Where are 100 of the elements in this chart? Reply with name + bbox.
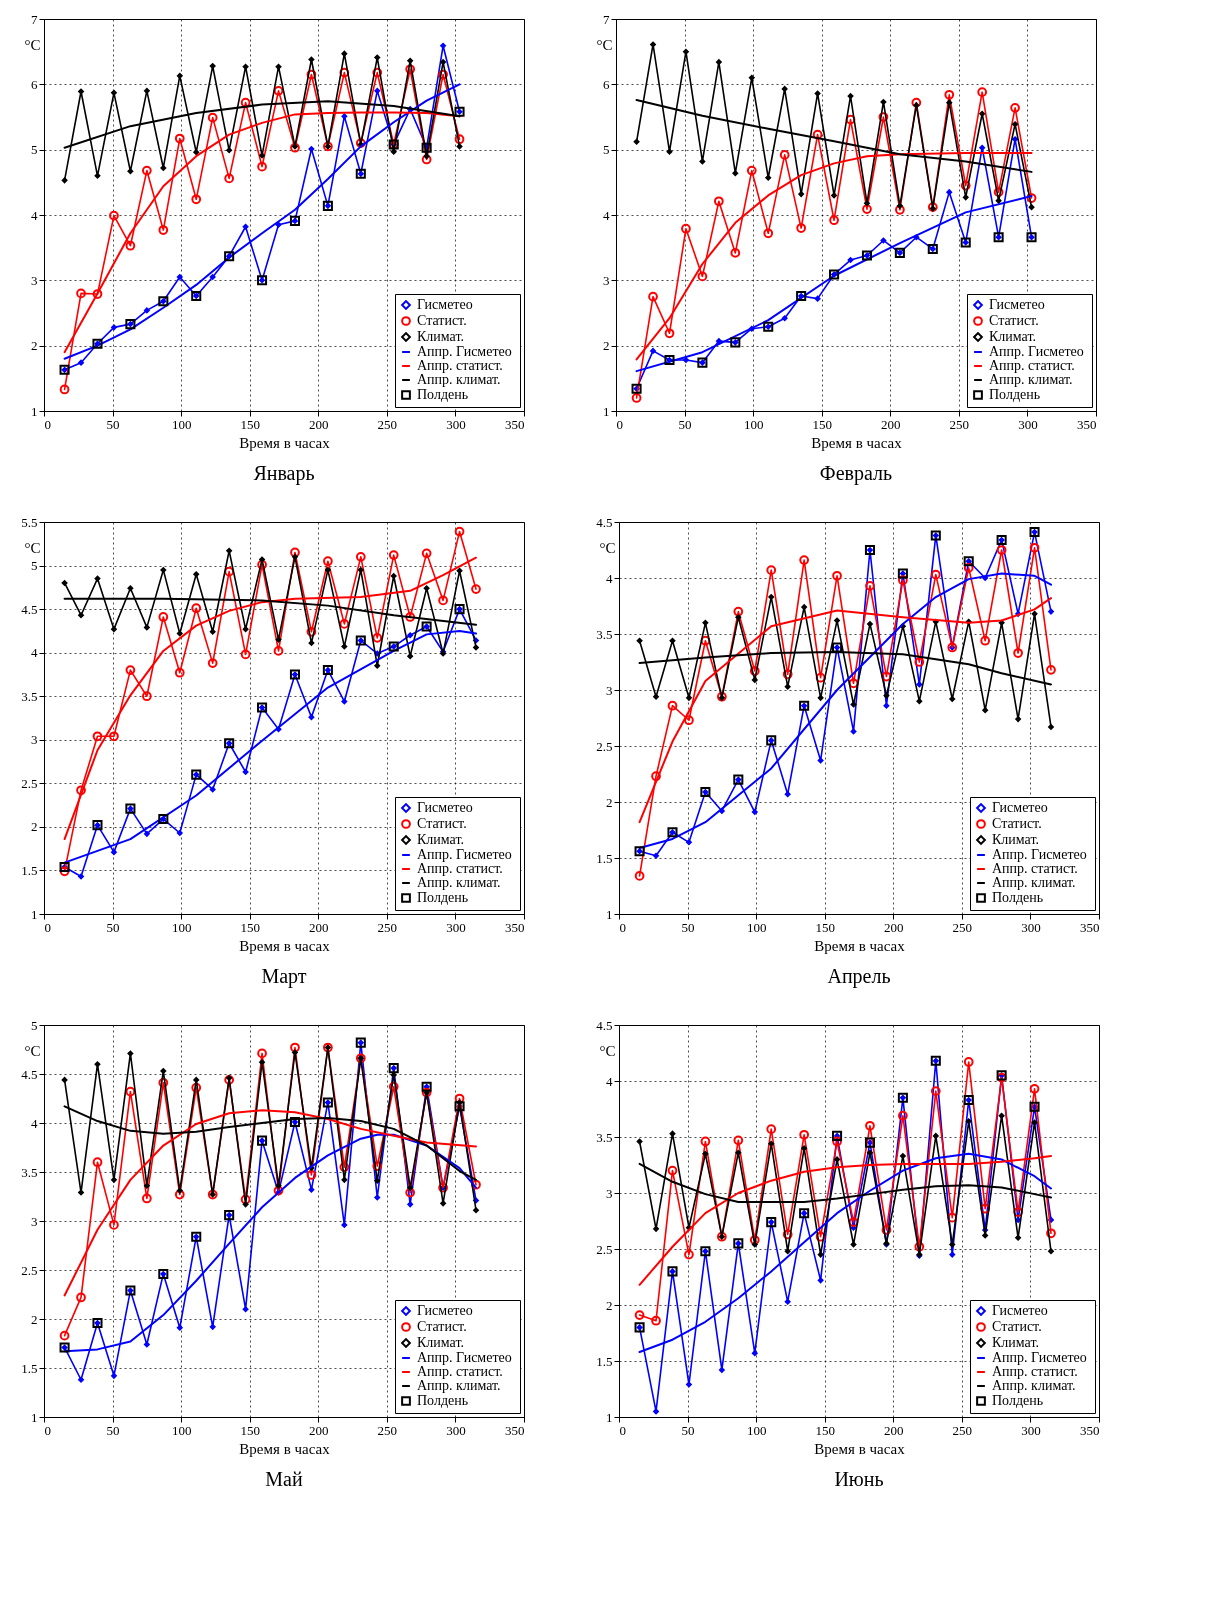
x-tick-label: 250 (952, 1422, 973, 1438)
y-tick-label: 3.5 (21, 1164, 38, 1180)
x-tick-label: 300 (1021, 1422, 1041, 1438)
legend-label: Гисметео (417, 1303, 473, 1318)
y-tick-label: 3.5 (596, 1129, 613, 1145)
legend-label: Полдень (989, 387, 1041, 402)
x-tick-label: 300 (1021, 919, 1041, 935)
y-axis-title: °C (599, 539, 616, 556)
legend-label: Статист. (992, 1319, 1042, 1334)
y-tick-label: 1 (606, 1409, 613, 1425)
y-tick-label: 2.5 (21, 1262, 38, 1278)
legend-label: Аппр. климат. (417, 1378, 501, 1393)
y-tick-label: 5.5 (21, 514, 38, 530)
y-tick-label: 6 (31, 76, 38, 92)
x-tick-label: 300 (1018, 416, 1038, 432)
x-tick-label: 0 (44, 416, 51, 432)
text: Апрель (827, 965, 891, 988)
legend-label: Климат. (417, 1335, 464, 1350)
x-tick-label: 300 (446, 1422, 466, 1438)
legend-label: Климат. (992, 1335, 1039, 1350)
legend-label: Аппр. статист. (992, 1364, 1078, 1379)
legend-label: Аппр. климат. (992, 875, 1076, 890)
legend-label: Статист. (417, 1319, 467, 1334)
legend-label: Статист. (417, 816, 467, 831)
y-tick-label: 1 (31, 906, 38, 922)
y-tick-label: 1.5 (596, 850, 613, 866)
x-tick-label: 250 (377, 1422, 398, 1438)
x-tick-label: 200 (309, 416, 329, 432)
legend-label: Аппр. статист. (417, 358, 503, 373)
y-tick-label: 3 (603, 272, 610, 288)
x-tick-label: 250 (377, 919, 398, 935)
x-axis-title: Время в часах (811, 434, 903, 451)
y-tick-label: 2.5 (596, 738, 613, 754)
legend-label: Аппр. Гисметео (417, 847, 512, 862)
y-tick-label: 6 (603, 76, 610, 92)
y-tick-label: 3 (31, 1213, 38, 1229)
legend-label: Аппр. статист. (989, 358, 1075, 373)
y-tick-label: 5 (603, 142, 610, 158)
x-tick-label: 350 (505, 416, 525, 432)
legend-label: Полдень (417, 890, 469, 905)
x-tick-label: 150 (240, 919, 260, 935)
x-axis-title: Время в часах (814, 1440, 906, 1457)
y-tick-label: 1 (31, 1409, 38, 1425)
x-tick-label: 100 (746, 919, 767, 935)
y-tick-label: 1 (606, 906, 613, 922)
y-tick-label: 3 (31, 732, 38, 748)
text: Май (265, 1468, 303, 1490)
y-tick-label: 4 (31, 1115, 38, 1131)
y-axis-title: °C (24, 36, 41, 53)
legend-label: Гисметео (992, 1303, 1048, 1318)
y-axis-title: °C (24, 1042, 41, 1059)
legend-label: Полдень (992, 890, 1044, 905)
y-tick-label: 1.5 (21, 862, 38, 878)
y-tick-label: 4.5 (596, 514, 613, 530)
legend-label: Гисметео (417, 800, 473, 815)
x-tick-label: 150 (815, 1422, 835, 1438)
y-tick-label: 7 (603, 11, 610, 27)
x-tick-label: 350 (505, 919, 525, 935)
x-tick-label: 200 (881, 416, 901, 432)
text: Июнь (834, 1468, 884, 1490)
y-tick-label: 3.5 (21, 688, 38, 704)
x-tick-label: 0 (616, 416, 623, 432)
legend-label: Климат. (989, 329, 1036, 344)
x-tick-label: 100 (171, 1422, 192, 1438)
y-tick-label: 3.5 (596, 626, 613, 642)
y-tick-label: 5 (31, 558, 38, 574)
legend-label: Полдень (992, 1393, 1044, 1408)
x-tick-label: 300 (446, 919, 466, 935)
x-tick-label: 100 (743, 416, 764, 432)
legend-label: Аппр. Гисметео (992, 1350, 1087, 1365)
y-tick-label: 4.5 (21, 601, 38, 617)
legend-label: Аппр. климат. (417, 875, 501, 890)
y-tick-label: 3 (606, 682, 613, 698)
x-tick-label: 50 (681, 919, 695, 935)
y-tick-label: 4.5 (21, 1066, 38, 1082)
x-axis-title: Время в часах (239, 1440, 331, 1457)
y-tick-label: 4 (31, 207, 38, 223)
y-tick-label: 5 (31, 142, 38, 158)
y-tick-label: 2 (31, 338, 38, 354)
legend-label: Статист. (417, 313, 467, 328)
x-tick-label: 200 (884, 1422, 904, 1438)
x-tick-label: 0 (44, 919, 51, 935)
x-axis-title: Время в часах (239, 434, 331, 451)
y-tick-label: 2.5 (596, 1241, 613, 1257)
y-tick-label: 1.5 (596, 1353, 613, 1369)
x-tick-label: 0 (619, 919, 626, 935)
legend-label: Климат. (417, 329, 464, 344)
x-tick-label: 150 (815, 919, 835, 935)
legend-label: Статист. (989, 313, 1039, 328)
x-tick-label: 100 (171, 416, 192, 432)
y-tick-label: 2.5 (21, 775, 38, 791)
x-tick-label: 0 (44, 1422, 51, 1438)
y-tick-label: 4 (31, 645, 38, 661)
y-tick-label: 4 (606, 1073, 613, 1089)
x-tick-label: 350 (1077, 416, 1097, 432)
y-tick-label: 3 (606, 1185, 613, 1201)
legend-label: Аппр. климат. (417, 372, 501, 387)
y-axis-title: °C (599, 1042, 616, 1059)
legend-label: Гисметео (992, 800, 1048, 815)
x-tick-label: 100 (746, 1422, 767, 1438)
